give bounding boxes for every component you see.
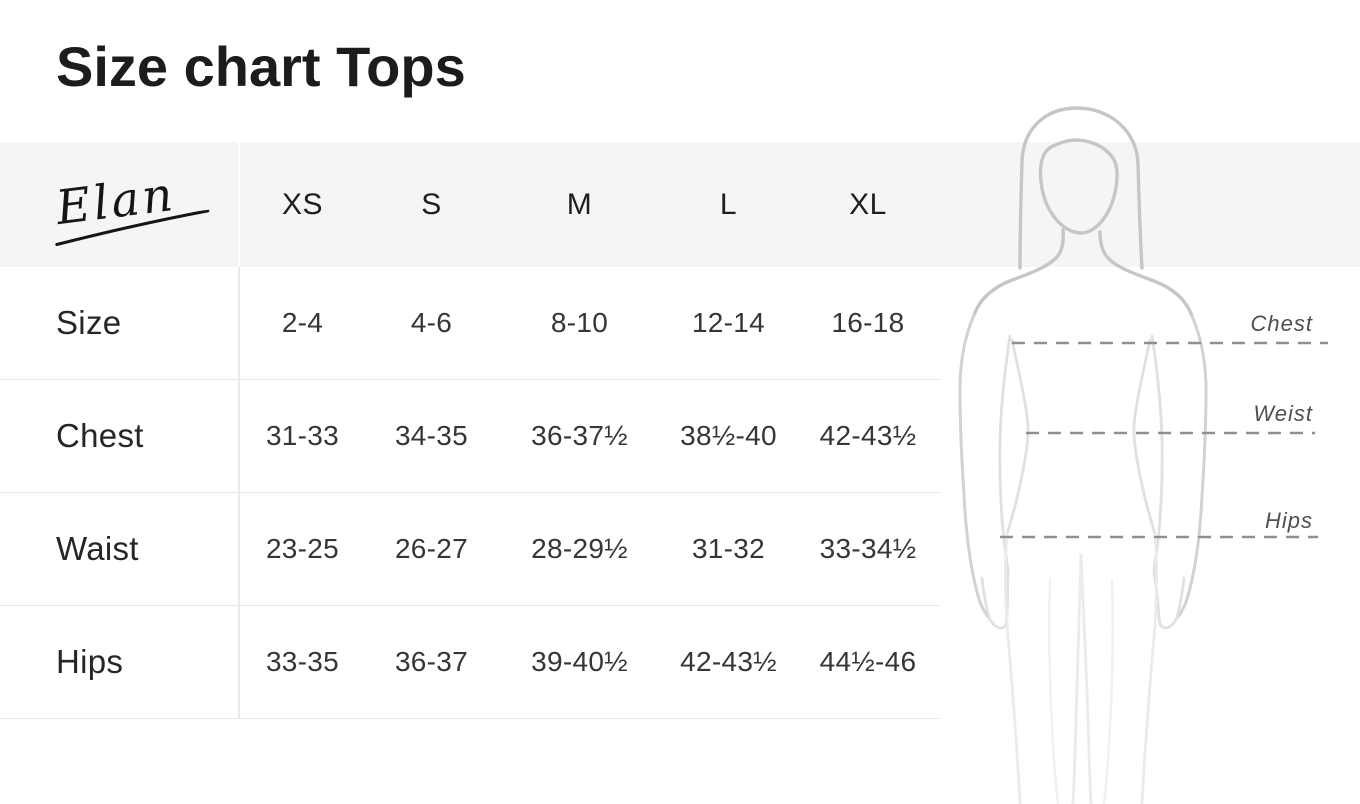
figure-arms bbox=[958, 313, 1208, 620]
chest-measure-label: Chest bbox=[1250, 311, 1313, 336]
row-label-waist: Waist bbox=[0, 493, 240, 606]
waist-l-value: 31-32 bbox=[661, 493, 796, 606]
hips-xl-value: 44½-46 bbox=[796, 606, 940, 719]
figure-legs bbox=[1003, 532, 1159, 804]
waist-xl-value: 33-34½ bbox=[796, 493, 940, 606]
row-label-size: Size bbox=[0, 267, 240, 380]
page-title: Size chart Tops bbox=[56, 35, 466, 98]
hips-m-value: 39-40½ bbox=[498, 606, 661, 719]
column-header-l: L bbox=[719, 187, 738, 221]
brand-logo-cell: Elan bbox=[0, 142, 240, 267]
hips-l-value: 42-43½ bbox=[661, 606, 796, 719]
column-header-m: M bbox=[566, 187, 593, 221]
row-label-chest: Chest bbox=[0, 380, 240, 493]
size-m-value: 8-10 bbox=[498, 267, 661, 380]
hips-xs-value: 33-35 bbox=[240, 606, 365, 719]
figure-inner-leg-lines bbox=[1047, 578, 1115, 804]
figure-torso-hands bbox=[980, 334, 1186, 630]
hips-s-value: 36-37 bbox=[365, 606, 498, 719]
size-xs-value: 2-4 bbox=[240, 267, 365, 380]
column-header-xl: XL bbox=[849, 187, 887, 221]
body-measurement-figure bbox=[958, 106, 1328, 804]
chest-s-value: 34-35 bbox=[365, 380, 498, 493]
chest-xl-value: 42-43½ bbox=[796, 380, 940, 493]
waist-s-value: 26-27 bbox=[365, 493, 498, 606]
row-label-hips: Hips bbox=[0, 606, 240, 719]
measurement-dashed-lines bbox=[1000, 341, 1328, 539]
waist-m-value: 28-29½ bbox=[498, 493, 661, 606]
column-header-s: S bbox=[421, 187, 442, 221]
size-xl-value: 16-18 bbox=[796, 267, 940, 380]
chest-xs-value: 31-33 bbox=[240, 380, 365, 493]
chest-l-value: 38½-40 bbox=[661, 380, 796, 493]
brand-logo: Elan bbox=[53, 167, 210, 247]
size-l-value: 12-14 bbox=[661, 267, 796, 380]
logo-underline-flourish bbox=[55, 209, 210, 247]
figure-head-shoulders bbox=[972, 106, 1194, 318]
hips-measure-label: Hips bbox=[1264, 508, 1313, 533]
table-header-band bbox=[0, 142, 1360, 267]
size-s-value: 4-6 bbox=[365, 267, 498, 380]
column-header-xs: XS bbox=[281, 187, 324, 221]
chest-m-value: 36-37½ bbox=[498, 380, 661, 493]
waist-measure-label: Weist bbox=[1253, 401, 1313, 426]
size-chart-table: Elan XS S M L XL Size 2-4 4-6 8-10 12-14… bbox=[0, 142, 940, 719]
waist-xs-value: 23-25 bbox=[240, 493, 365, 606]
